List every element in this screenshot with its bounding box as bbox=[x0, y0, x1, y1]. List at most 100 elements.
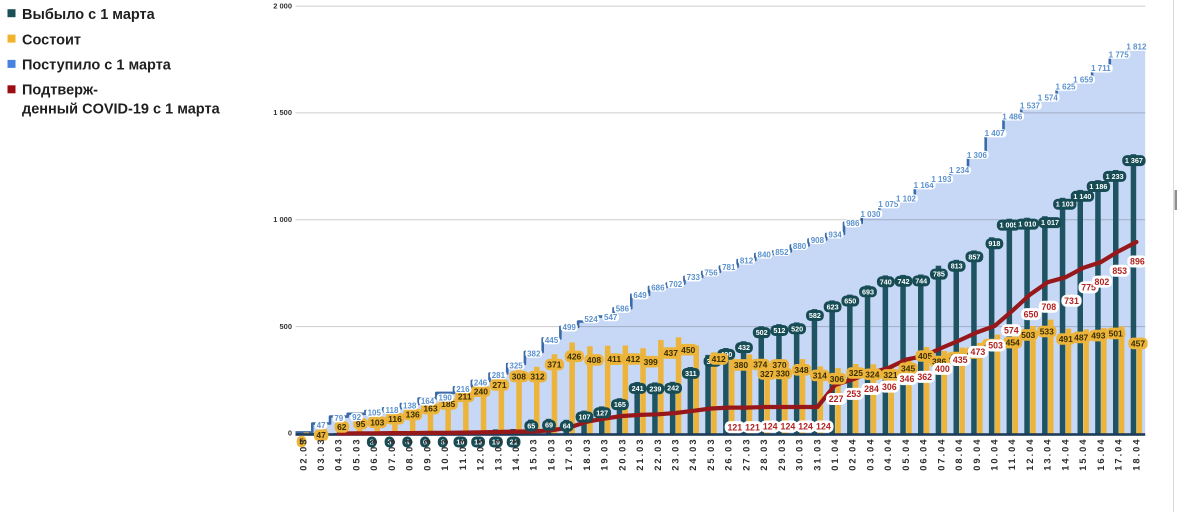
svg-text:2 000: 2 000 bbox=[273, 1, 292, 10]
svg-text:896: 896 bbox=[1130, 257, 1145, 267]
svg-text:103: 103 bbox=[370, 417, 384, 427]
svg-text:124: 124 bbox=[781, 422, 796, 432]
svg-text:02.03: 02.03 bbox=[298, 438, 308, 471]
svg-text:06.03: 06.03 bbox=[369, 438, 379, 471]
svg-text:445: 445 bbox=[545, 336, 559, 345]
svg-text:756: 756 bbox=[704, 268, 718, 277]
svg-text:69: 69 bbox=[545, 421, 553, 430]
svg-text:09.04: 09.04 bbox=[972, 438, 982, 471]
svg-text:742: 742 bbox=[898, 277, 910, 286]
svg-text:22.03: 22.03 bbox=[653, 438, 663, 471]
svg-text:12.03: 12.03 bbox=[476, 438, 486, 471]
svg-text:02.04: 02.04 bbox=[848, 438, 858, 471]
svg-text:138: 138 bbox=[403, 402, 417, 411]
svg-text:Выбыло с 1 марта: Выбыло с 1 марта bbox=[22, 7, 156, 23]
svg-text:Подтверж-: Подтверж- bbox=[22, 83, 98, 99]
svg-text:124: 124 bbox=[798, 422, 813, 432]
svg-text:314: 314 bbox=[813, 371, 827, 381]
svg-text:802: 802 bbox=[1095, 277, 1110, 287]
svg-text:47: 47 bbox=[317, 421, 326, 430]
svg-text:311: 311 bbox=[685, 369, 697, 378]
svg-text:121: 121 bbox=[745, 422, 760, 432]
svg-text:1 186: 1 186 bbox=[1089, 182, 1107, 191]
svg-text:16.04: 16.04 bbox=[1096, 438, 1106, 471]
svg-text:853: 853 bbox=[1112, 266, 1127, 276]
svg-text:13.03: 13.03 bbox=[493, 438, 503, 471]
svg-text:533: 533 bbox=[1040, 327, 1054, 337]
svg-text:23.03: 23.03 bbox=[671, 438, 681, 471]
svg-text:1 775: 1 775 bbox=[1109, 51, 1130, 60]
svg-text:708: 708 bbox=[1041, 302, 1056, 312]
svg-text:165: 165 bbox=[614, 400, 626, 409]
svg-text:362: 362 bbox=[917, 372, 932, 382]
svg-text:813: 813 bbox=[951, 262, 963, 271]
svg-text:1 103: 1 103 bbox=[1056, 200, 1074, 209]
svg-text:524: 524 bbox=[584, 315, 598, 324]
svg-text:24.03: 24.03 bbox=[688, 438, 698, 471]
svg-text:499: 499 bbox=[563, 323, 577, 332]
svg-text:26.03: 26.03 bbox=[724, 438, 734, 471]
svg-text:382: 382 bbox=[527, 349, 541, 358]
svg-text:934: 934 bbox=[828, 230, 842, 239]
svg-text:136: 136 bbox=[406, 410, 420, 420]
svg-text:127: 127 bbox=[596, 408, 608, 417]
svg-text:105: 105 bbox=[368, 409, 382, 418]
svg-text:325: 325 bbox=[849, 368, 863, 378]
svg-text:240: 240 bbox=[474, 386, 488, 396]
svg-text:241: 241 bbox=[632, 384, 644, 393]
svg-text:857: 857 bbox=[968, 252, 980, 261]
svg-text:840: 840 bbox=[758, 250, 772, 259]
svg-text:17.03: 17.03 bbox=[564, 438, 574, 471]
svg-text:432: 432 bbox=[738, 343, 750, 352]
svg-text:1 407: 1 407 bbox=[985, 129, 1006, 138]
svg-text:412: 412 bbox=[626, 354, 640, 364]
svg-text:426: 426 bbox=[567, 351, 581, 361]
svg-text:29.03: 29.03 bbox=[777, 438, 787, 471]
svg-text:693: 693 bbox=[862, 287, 874, 296]
svg-text:31.03: 31.03 bbox=[812, 438, 822, 471]
svg-text:371: 371 bbox=[547, 360, 561, 370]
svg-text:17.04: 17.04 bbox=[1114, 438, 1124, 471]
svg-text:986: 986 bbox=[846, 219, 860, 228]
svg-text:702: 702 bbox=[669, 280, 683, 289]
svg-text:06.04: 06.04 bbox=[919, 438, 929, 471]
svg-text:10.04: 10.04 bbox=[990, 438, 1000, 471]
svg-text:79: 79 bbox=[334, 414, 343, 423]
svg-text:1 537: 1 537 bbox=[1020, 101, 1041, 110]
svg-text:07.03: 07.03 bbox=[387, 438, 397, 471]
svg-text:281: 281 bbox=[492, 371, 506, 380]
svg-text:327: 327 bbox=[760, 369, 774, 379]
svg-text:124: 124 bbox=[816, 422, 831, 432]
svg-text:121: 121 bbox=[727, 422, 742, 432]
svg-text:62: 62 bbox=[337, 422, 347, 432]
svg-text:454: 454 bbox=[1006, 338, 1020, 348]
svg-text:740: 740 bbox=[880, 277, 892, 286]
svg-text:239: 239 bbox=[649, 384, 661, 393]
svg-text:400: 400 bbox=[935, 364, 950, 374]
svg-text:1 367: 1 367 bbox=[1125, 156, 1143, 165]
svg-text:190: 190 bbox=[439, 394, 453, 403]
svg-text:731: 731 bbox=[1064, 296, 1079, 306]
svg-text:503: 503 bbox=[988, 341, 1003, 351]
svg-text:03.04: 03.04 bbox=[865, 438, 875, 471]
svg-text:399: 399 bbox=[644, 357, 658, 367]
svg-text:345: 345 bbox=[901, 363, 915, 373]
svg-text:27.03: 27.03 bbox=[741, 438, 751, 471]
svg-text:346: 346 bbox=[900, 374, 915, 384]
svg-text:1 000: 1 000 bbox=[273, 215, 292, 224]
svg-text:денный COVID-19 с 1 марта: денный COVID-19 с 1 марта bbox=[22, 102, 221, 118]
svg-text:04.04: 04.04 bbox=[883, 438, 893, 471]
svg-text:1 140: 1 140 bbox=[1073, 192, 1091, 201]
svg-text:321: 321 bbox=[883, 370, 897, 380]
svg-text:05.03: 05.03 bbox=[352, 438, 362, 471]
svg-text:574: 574 bbox=[1004, 326, 1019, 336]
svg-text:11.04: 11.04 bbox=[1007, 438, 1017, 471]
svg-text:15.04: 15.04 bbox=[1078, 438, 1088, 471]
svg-text:348: 348 bbox=[794, 365, 808, 375]
svg-text:312: 312 bbox=[530, 372, 544, 382]
svg-text:216: 216 bbox=[456, 385, 470, 394]
svg-text:503: 503 bbox=[1021, 330, 1035, 340]
svg-text:03.03: 03.03 bbox=[316, 438, 326, 471]
svg-text:408: 408 bbox=[587, 355, 601, 365]
svg-text:437: 437 bbox=[664, 348, 678, 358]
